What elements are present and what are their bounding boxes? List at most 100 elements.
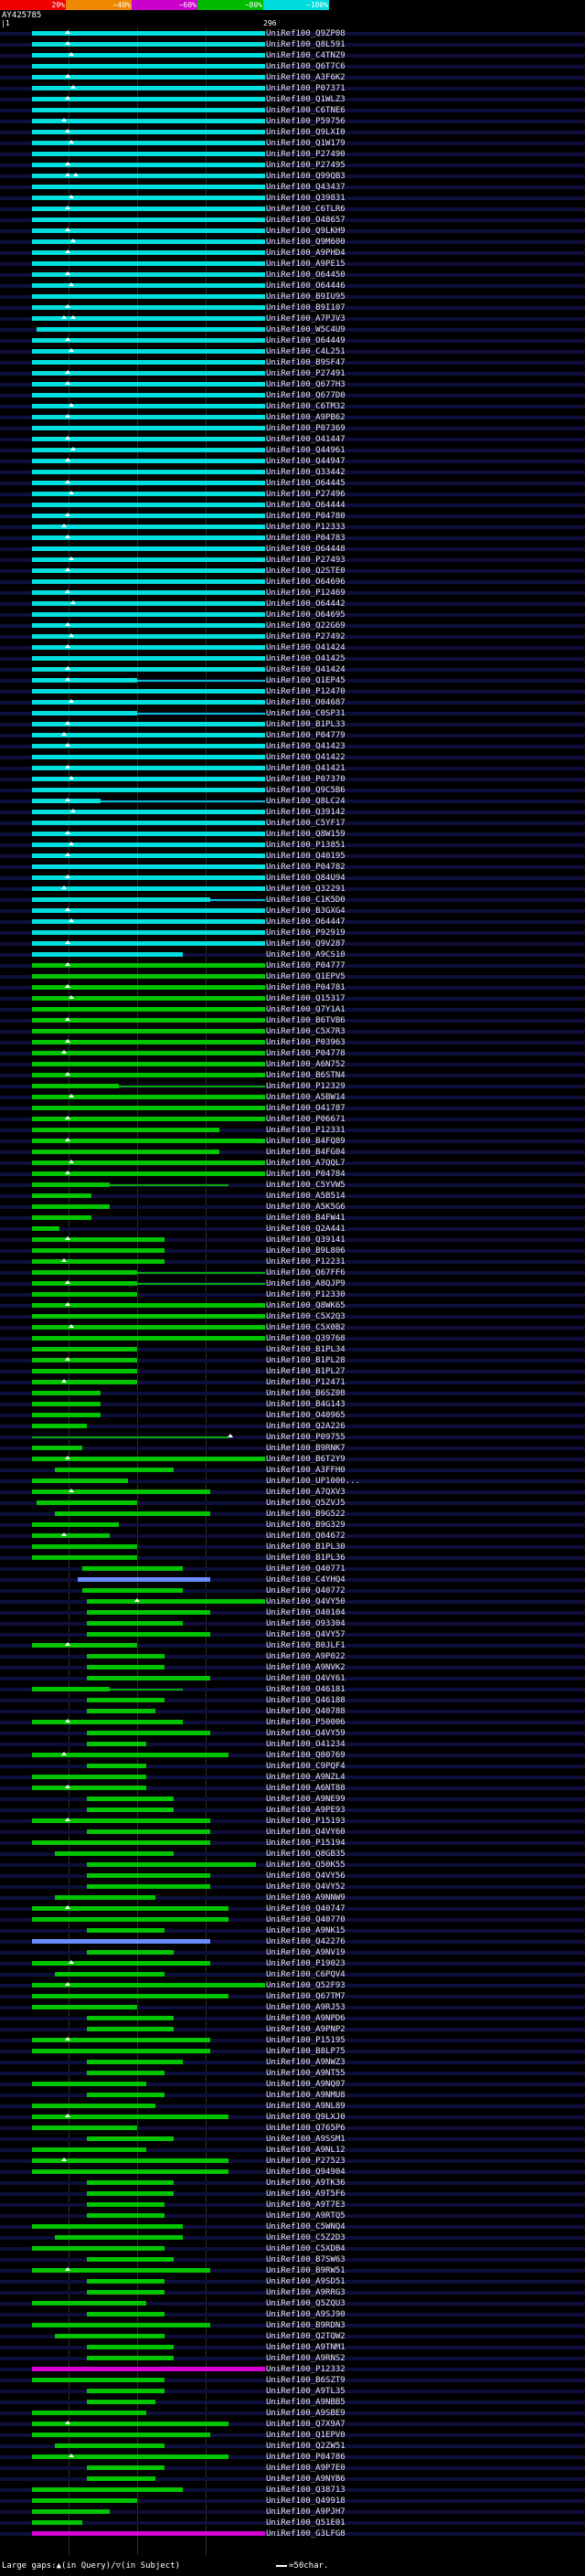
hit-row[interactable]: UniRef100_Q4VY50: [0, 1596, 585, 1607]
hit-label[interactable]: UniRef100_C6PQV4: [266, 1970, 346, 1979]
hit-label[interactable]: UniRef100_Q22G69: [266, 621, 346, 631]
hit-label[interactable]: UniRef100_B4FG04: [266, 1148, 346, 1157]
hit-bar[interactable]: [87, 2213, 165, 2218]
hit-bar[interactable]: [32, 283, 265, 288]
hit-label[interactable]: UniRef100_P03963: [266, 1038, 346, 1047]
hit-bar[interactable]: [32, 1983, 265, 1988]
hit-label[interactable]: UniRef100_A9PB62: [266, 413, 346, 422]
hit-row[interactable]: UniRef100_C5YVW5: [0, 1180, 585, 1191]
hit-bar[interactable]: [32, 1248, 165, 1253]
hit-label[interactable]: UniRef100_Q52F93: [266, 1981, 346, 1990]
hit-row[interactable]: UniRef100_O41424: [0, 642, 585, 653]
hit-label[interactable]: UniRef100_B9G522: [266, 1510, 346, 1519]
hit-row[interactable]: UniRef100_P07369: [0, 423, 585, 434]
hit-bar[interactable]: [32, 1917, 229, 1922]
hit-row[interactable]: UniRef100_P12333: [0, 522, 585, 533]
hit-row[interactable]: UniRef100_P04778: [0, 1048, 585, 1059]
hit-label[interactable]: UniRef100_P19023: [266, 1959, 346, 1968]
hit-label[interactable]: UniRef100_Q04672: [266, 1532, 346, 1541]
hit-label[interactable]: UniRef100_Q677D0: [266, 391, 346, 400]
hit-label[interactable]: UniRef100_Q4VY56: [266, 1871, 346, 1881]
hit-bar[interactable]: [32, 2422, 229, 2426]
hit-bar[interactable]: [32, 557, 265, 562]
hit-row[interactable]: UniRef100_C5YF17: [0, 818, 585, 829]
hit-label[interactable]: UniRef100_B1PL33: [266, 720, 346, 729]
hit-row[interactable]: UniRef100_A9P022: [0, 1651, 585, 1662]
hit-row[interactable]: UniRef100_C5X2Q3: [0, 1311, 585, 1322]
hit-label[interactable]: UniRef100_B0JLF1: [266, 1641, 346, 1650]
hit-bar[interactable]: [32, 141, 265, 145]
hit-label[interactable]: UniRef100_P27493: [266, 556, 346, 565]
hit-bar[interactable]: [78, 1577, 210, 1582]
hit-label[interactable]: UniRef100_Q40788: [266, 1707, 346, 1716]
hit-row[interactable]: UniRef100_Q8GB35: [0, 1849, 585, 1860]
hit-label[interactable]: UniRef100_B9I107: [266, 303, 346, 313]
hit-label[interactable]: UniRef100_O41447: [266, 435, 346, 444]
hit-row[interactable]: UniRef100_A8QJP9: [0, 1278, 585, 1289]
hit-bar[interactable]: [32, 700, 265, 705]
hit-bar[interactable]: [32, 360, 265, 365]
hit-bar[interactable]: [87, 1632, 210, 1637]
hit-row[interactable]: UniRef100_Q40771: [0, 1564, 585, 1574]
hit-row[interactable]: UniRef100_A9SJ90: [0, 2309, 585, 2320]
hit-row[interactable]: UniRef100_Q8LC24: [0, 796, 585, 807]
hit-bar[interactable]: [32, 952, 183, 957]
hit-row[interactable]: UniRef100_O64444: [0, 500, 585, 511]
hit-bar[interactable]: [32, 42, 265, 47]
hit-label[interactable]: UniRef100_Q8GB35: [266, 1850, 346, 1859]
hit-bar[interactable]: [32, 1139, 265, 1143]
hit-label[interactable]: UniRef100_A9NNW9: [266, 1893, 346, 1903]
hit-bar[interactable]: [87, 2400, 155, 2404]
hit-bar[interactable]: [32, 415, 265, 419]
hit-bar[interactable]: [32, 272, 265, 277]
hit-row[interactable]: UniRef100_A9NL12: [0, 2145, 585, 2156]
hit-bar[interactable]: [32, 1380, 137, 1384]
hit-bar-connector[interactable]: [110, 1689, 183, 1691]
hit-bar[interactable]: [32, 1775, 146, 1779]
hit-label[interactable]: UniRef100_A9PE15: [266, 260, 346, 269]
hit-label[interactable]: UniRef100_Q43437: [266, 183, 346, 192]
hit-bar[interactable]: [32, 744, 265, 748]
hit-label[interactable]: UniRef100_P15194: [266, 1839, 346, 1848]
hit-bar[interactable]: [32, 1117, 265, 1121]
hit-row[interactable]: UniRef100_B4FG04: [0, 1147, 585, 1158]
hit-row[interactable]: UniRef100_P12331: [0, 1125, 585, 1136]
hit-bar-connector[interactable]: [110, 1184, 229, 1186]
hit-bar[interactable]: [32, 1073, 265, 1077]
hit-row[interactable]: UniRef100_A9NYB6: [0, 2474, 585, 2485]
hit-label[interactable]: UniRef100_C6TNE6: [266, 106, 346, 115]
hit-row[interactable]: UniRef100_P12332: [0, 2364, 585, 2375]
hit-label[interactable]: UniRef100_Q44947: [266, 457, 346, 466]
hit-label[interactable]: UniRef100_A9SJ90: [266, 2310, 346, 2319]
hit-row[interactable]: UniRef100_Q677H3: [0, 379, 585, 390]
hit-row[interactable]: UniRef100_Q2TQW2: [0, 2331, 585, 2342]
hit-bar[interactable]: [87, 2180, 174, 2185]
hit-bar[interactable]: [32, 1325, 265, 1330]
hit-row[interactable]: UniRef100_C9PQF4: [0, 1761, 585, 1772]
hit-label[interactable]: UniRef100_A6NT88: [266, 1784, 346, 1793]
hit-label[interactable]: UniRef100_B4G143: [266, 1400, 346, 1409]
hit-bar[interactable]: [32, 2125, 137, 2130]
hit-bar[interactable]: [87, 2290, 165, 2295]
hit-bar[interactable]: [32, 382, 265, 387]
hit-bar[interactable]: [32, 974, 265, 979]
hit-bar[interactable]: [32, 1314, 265, 1319]
hit-row[interactable]: UniRef100_P27496: [0, 489, 585, 500]
hit-label[interactable]: UniRef100_Q00769: [266, 1751, 346, 1760]
hit-row[interactable]: UniRef100_Q38713: [0, 2485, 585, 2496]
hit-row[interactable]: UniRef100_A5BW14: [0, 1092, 585, 1103]
hit-bar[interactable]: [87, 1709, 155, 1713]
hit-row[interactable]: UniRef100_A9NWZ3: [0, 2057, 585, 2068]
hit-bar[interactable]: [32, 535, 265, 540]
hit-bar[interactable]: [87, 2071, 165, 2075]
hit-label[interactable]: UniRef100_A3F6K2: [266, 73, 346, 82]
hit-bar[interactable]: [87, 2476, 155, 2481]
hit-label[interactable]: UniRef100_P04786: [266, 2453, 346, 2462]
hit-bar[interactable]: [82, 1588, 183, 1593]
hit-row[interactable]: UniRef100_A9RNS2: [0, 2353, 585, 2364]
hit-label[interactable]: UniRef100_Q9ZP08: [266, 29, 346, 38]
hit-row[interactable]: UniRef100_O64447: [0, 917, 585, 928]
hit-bar[interactable]: [32, 470, 265, 474]
hit-row[interactable]: UniRef100_A6NT88: [0, 1783, 585, 1794]
hit-bar[interactable]: [32, 349, 265, 354]
